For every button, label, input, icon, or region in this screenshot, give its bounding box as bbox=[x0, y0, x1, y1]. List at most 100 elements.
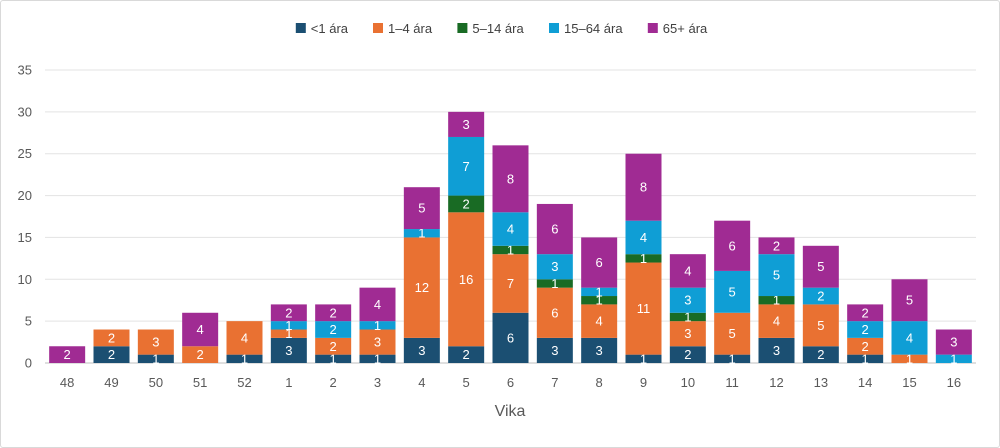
bar-segment bbox=[403, 187, 440, 230]
data-label: 2 bbox=[773, 238, 780, 253]
bar-segment bbox=[403, 337, 440, 363]
bar-stack: 24 bbox=[182, 312, 219, 363]
bar-segment bbox=[270, 337, 307, 363]
bar-segment bbox=[448, 136, 485, 196]
data-label: 1 bbox=[640, 351, 647, 366]
data-label: 1 bbox=[374, 318, 381, 333]
x-tick-label: 52 bbox=[237, 375, 251, 390]
bar-segment bbox=[448, 346, 485, 363]
data-label: 2 bbox=[197, 347, 204, 362]
bar-stack: 3 6 1 3 6 bbox=[536, 203, 573, 363]
bar-segment bbox=[182, 346, 219, 363]
legend-label: <1 ára bbox=[311, 21, 349, 36]
data-label: 2 bbox=[330, 305, 337, 320]
data-label: 1 bbox=[285, 318, 292, 333]
x-tick-label: 50 bbox=[149, 375, 163, 390]
bar-segment bbox=[581, 304, 618, 338]
legend-label: 15–64 ára bbox=[564, 21, 623, 36]
data-label: 5 bbox=[729, 284, 736, 299]
data-label: 1 bbox=[374, 351, 381, 366]
x-tick-label: 7 bbox=[551, 375, 558, 390]
bar-segment bbox=[403, 237, 440, 338]
bar-segment bbox=[49, 346, 86, 363]
data-label: 16 bbox=[459, 272, 473, 287]
data-label: 4 bbox=[197, 322, 204, 337]
bar-segment bbox=[847, 337, 884, 355]
bar-segment bbox=[669, 287, 706, 313]
bar-segment bbox=[891, 321, 928, 355]
bar-segment bbox=[492, 245, 529, 255]
data-label: 4 bbox=[507, 222, 514, 237]
x-tick-label: 16 bbox=[947, 375, 961, 390]
data-label: 1 bbox=[551, 276, 558, 291]
bar-segment bbox=[758, 337, 795, 363]
bar-segment bbox=[93, 346, 130, 363]
bar-segment bbox=[891, 279, 928, 322]
data-label: 2 bbox=[817, 347, 824, 362]
data-label: 4 bbox=[374, 297, 381, 312]
data-label: 6 bbox=[729, 238, 736, 253]
data-label: 3 bbox=[773, 343, 780, 358]
bar-segment bbox=[492, 312, 529, 363]
bar-stack: 13 bbox=[137, 329, 174, 366]
y-tick-label: 25 bbox=[18, 146, 32, 161]
data-label: 8 bbox=[640, 180, 647, 195]
bar-segment bbox=[270, 304, 307, 322]
y-tick-label: 30 bbox=[18, 104, 32, 119]
data-label: 4 bbox=[640, 230, 647, 245]
data-label: 2 bbox=[862, 305, 869, 320]
bar-stack: 14 bbox=[226, 321, 263, 366]
y-tick-label: 0 bbox=[25, 356, 32, 371]
data-label: 1 bbox=[773, 293, 780, 308]
bar-segment bbox=[315, 337, 352, 355]
bar-segment bbox=[847, 321, 884, 338]
data-label: 11 bbox=[637, 301, 651, 316]
data-label: 2 bbox=[285, 305, 292, 320]
bar-stack: 3 4 1 5 2 bbox=[758, 237, 795, 363]
bar-segment bbox=[93, 329, 130, 347]
legend-swatch bbox=[373, 23, 383, 33]
y-axis-ticks: 0 5 10 15 20 25 30 35 bbox=[18, 63, 32, 371]
bar-stack: 3 4 11 6 bbox=[581, 237, 618, 363]
data-label: 3 bbox=[950, 335, 957, 350]
bar-stack: 1 4 5 bbox=[891, 279, 928, 366]
data-label: 4 bbox=[596, 314, 603, 329]
bar-segment bbox=[315, 304, 352, 322]
data-label: 2 bbox=[817, 289, 824, 304]
legend-item: 1–4 ára bbox=[373, 21, 433, 36]
bar-segment bbox=[137, 329, 174, 355]
x-tick-label: 49 bbox=[104, 375, 118, 390]
x-tick-label: 5 bbox=[463, 375, 470, 390]
bar-segment bbox=[625, 220, 662, 255]
data-label: 2 bbox=[64, 347, 71, 362]
data-label: 2 bbox=[108, 330, 115, 345]
data-label: 3 bbox=[418, 343, 425, 358]
bar-segment bbox=[359, 321, 396, 330]
data-label: 1 bbox=[950, 351, 957, 366]
y-tick-label: 15 bbox=[18, 230, 32, 245]
bars: 2 221324143112122213143121521627367148361… bbox=[49, 111, 972, 366]
bar-segment bbox=[581, 337, 618, 363]
data-label: 5 bbox=[729, 326, 736, 341]
bar-segment bbox=[891, 354, 928, 363]
legend-label: 5–14 ára bbox=[472, 21, 524, 36]
data-label: 6 bbox=[551, 222, 558, 237]
bar-segment bbox=[448, 212, 485, 347]
data-label: 8 bbox=[507, 171, 514, 186]
legend-item: 15–64 ára bbox=[549, 21, 623, 36]
data-label: 1 bbox=[330, 351, 337, 366]
bar-segment bbox=[536, 287, 573, 338]
bar-segment bbox=[847, 304, 884, 322]
data-label: 3 bbox=[684, 293, 691, 308]
data-label: 5 bbox=[773, 268, 780, 283]
bar-segment bbox=[536, 254, 573, 280]
bar-segment bbox=[581, 296, 618, 305]
bar-segment bbox=[625, 262, 662, 355]
data-label: 1 bbox=[729, 351, 736, 366]
data-label: 2 bbox=[862, 339, 869, 354]
